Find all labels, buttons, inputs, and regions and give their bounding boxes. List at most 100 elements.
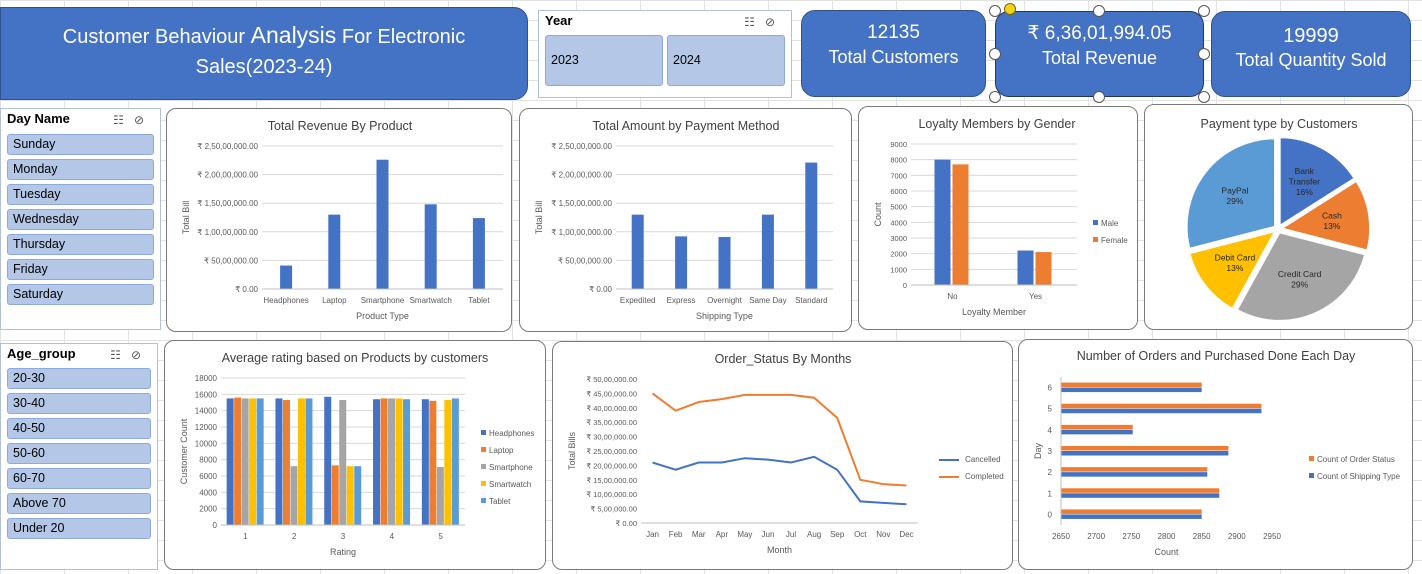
y-tick-label: 8000: [890, 156, 907, 165]
x-axis-title: Shipping Type: [696, 311, 753, 321]
y-tick-label: ₹ 1,00,00,000.00: [197, 228, 258, 237]
y-tick-label: 14000: [195, 407, 218, 416]
age-item-50-60[interactable]: 50-60: [7, 443, 151, 464]
day-slicer-header: Day Name ☷⊘: [1, 109, 160, 129]
age-group-slicer: Age_group ☷⊘ 20-30 30-40 40-50 50-60 60-…: [0, 343, 158, 570]
title-part-1: Customer Behaviour: [62, 26, 251, 48]
day-item-friday[interactable]: Friday: [7, 259, 154, 280]
revenue-by-product-chart[interactable]: Total Revenue By Product ₹ 0.00 ₹ 50,00,00…: [166, 108, 512, 332]
payment-type-chart[interactable]: Payment type by Customers Bank Transfer 16%…: [1144, 104, 1413, 330]
y-tick-label: ₹ 1,50,00,000.00: [551, 199, 612, 208]
bar: [805, 162, 818, 289]
resize-handle[interactable]: [989, 48, 1001, 60]
x-tick-label: 2700: [1087, 532, 1105, 541]
age-item-20-30[interactable]: 20-30: [7, 368, 151, 389]
loyalty-by-gender-chart[interactable]: Loyalty Members by Gender 0 1000 2000 3000 40…: [858, 106, 1138, 330]
x-tick-label: Dec: [899, 530, 913, 539]
y-tick-label: ₹ 2,00,00,000.00: [197, 171, 258, 180]
resize-handle[interactable]: [1093, 91, 1105, 103]
kpi-total-revenue[interactable]: ₹ 6,36,01,994.05 Total Revenue: [995, 11, 1204, 97]
legend-swatch: [481, 430, 486, 435]
bar: [395, 398, 403, 525]
y-tick-label: 7000: [890, 171, 907, 180]
kpi-total-customers: 12135 Total Customers: [801, 10, 986, 97]
day-item-wednesday[interactable]: Wednesday: [7, 209, 154, 230]
bar: [226, 398, 234, 525]
y-tick-label: ₹ 0.00: [235, 285, 258, 294]
year-item-2024[interactable]: 2024: [667, 35, 785, 86]
bar: [1061, 467, 1208, 472]
multi-select-icon[interactable]: ☷: [110, 348, 131, 362]
day-item-label: Thursday: [13, 237, 66, 251]
x-tick-label: Jun: [762, 530, 775, 539]
y-tick-label: 4000: [890, 218, 907, 227]
kpi-label: Total Revenue: [1041, 48, 1158, 68]
bar: [331, 465, 339, 525]
age-item-30-40[interactable]: 30-40: [7, 393, 151, 414]
multi-select-icon[interactable]: ☷: [113, 113, 134, 127]
y-tick-label: ₹ 2,00,00,000.00: [551, 171, 612, 180]
resize-handle[interactable]: [989, 5, 1001, 17]
bar: [234, 397, 242, 525]
multi-select-icon[interactable]: ☷: [744, 15, 765, 29]
avg-rating-chart[interactable]: Average rating based on Products by cust…: [164, 340, 546, 570]
chart-svg: Total Revenue By Product ₹ 0.00 ₹ 50,00,00…: [181, 119, 503, 321]
resize-handle[interactable]: [1093, 5, 1105, 17]
orders-each-day-chart[interactable]: Number of Orders and Purchased Done Each…: [1018, 339, 1413, 570]
age-item-under-20[interactable]: Under 20: [7, 518, 151, 539]
x-tick-label: 2950: [1263, 532, 1281, 541]
day-item-thursday[interactable]: Thursday: [7, 234, 154, 255]
resize-handle[interactable]: [1198, 5, 1210, 17]
year-slicer: Year ☷⊘ 2023 2024: [538, 10, 792, 98]
pie-slice: [1186, 137, 1276, 250]
x-tick-label: 5: [438, 532, 443, 541]
title-line-2: Sales(2023-24): [195, 56, 333, 78]
legend-label: Headphones: [489, 429, 534, 438]
age-item-60-70[interactable]: 60-70: [7, 468, 151, 489]
legend-swatch: [1093, 220, 1098, 225]
x-tick-label: Apr: [716, 530, 729, 539]
x-tick-label: Tablet: [468, 296, 490, 305]
bar: [305, 398, 313, 525]
clear-filter-icon[interactable]: ⊘: [133, 113, 154, 127]
bar: [339, 400, 347, 525]
order-status-chart[interactable]: Order_Status By Months ₹ 0.00 ₹ 5,00,000.0…: [552, 341, 1013, 570]
chart-title: Total Revenue By Product: [268, 119, 413, 133]
age-item-above-70[interactable]: Above 70: [7, 493, 151, 514]
bar: [376, 159, 389, 289]
y-tick-label: ₹ 40,00,000.00: [586, 404, 637, 413]
title-part-3: For Electronic: [336, 26, 466, 48]
bar: [290, 466, 298, 525]
y-tick-label: 4: [1048, 426, 1053, 435]
year-item-2023[interactable]: 2023: [545, 35, 663, 86]
y-tick-label: 18000: [195, 374, 218, 383]
day-item-tuesday[interactable]: Tuesday: [7, 184, 154, 205]
day-item-sunday[interactable]: Sunday: [7, 134, 154, 155]
chart-title: Loyalty Members by Gender: [918, 117, 1075, 131]
resize-handle[interactable]: [989, 91, 1001, 103]
bar: [429, 400, 437, 525]
pie-label: 13%: [1226, 263, 1243, 273]
bar: [328, 214, 341, 289]
day-item-saturday[interactable]: Saturday: [7, 284, 154, 305]
x-tick-label: 2800: [1158, 532, 1176, 541]
day-item-monday[interactable]: Monday: [7, 159, 154, 180]
rotate-handle[interactable]: [1004, 3, 1016, 15]
resize-handle[interactable]: [1198, 91, 1210, 103]
amount-by-payment-chart[interactable]: Total Amount by Payment Method ₹ 0.00 ₹ 50…: [519, 108, 852, 332]
x-tick-label: Oct: [854, 530, 867, 539]
x-tick-label: Smartphone: [361, 296, 405, 305]
clear-filter-icon[interactable]: ⊘: [764, 15, 785, 29]
age-item-40-50[interactable]: 40-50: [7, 418, 151, 439]
legend-label: Smartphone: [489, 463, 533, 472]
bar: [761, 214, 774, 289]
bar: [249, 398, 257, 525]
series-line: [652, 455, 907, 506]
resize-handle[interactable]: [1198, 48, 1210, 60]
y-tick-label: ₹ 50,00,000.00: [586, 375, 637, 384]
y-tick-label: ₹ 20,00,000.00: [586, 461, 637, 470]
clear-filter-icon[interactable]: ⊘: [130, 348, 151, 362]
chart-title: Payment type by Customers: [1200, 117, 1357, 131]
y-tick-label: 2000: [199, 505, 217, 514]
y-tick-label: 1000: [890, 265, 907, 274]
